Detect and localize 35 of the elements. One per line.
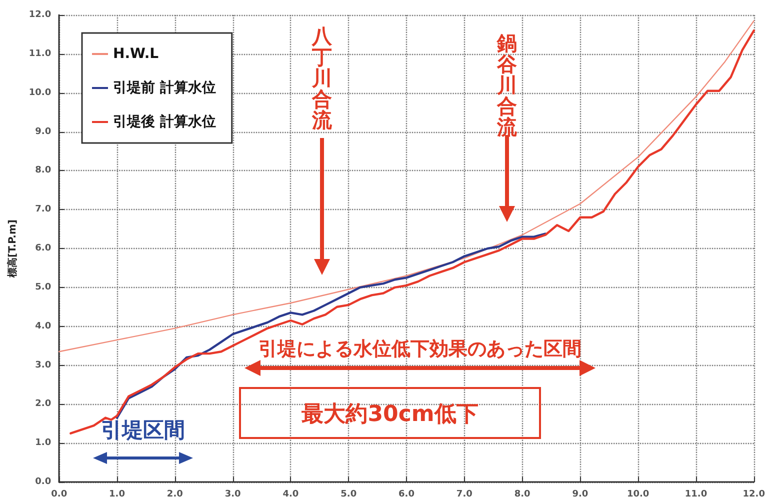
legend-label: 引堤前 計算水位 bbox=[113, 80, 216, 96]
annotation: 引堤区間 bbox=[101, 418, 185, 442]
annotation: 引堤による水位低下効果のあった区間 bbox=[258, 338, 582, 360]
annotation: 八丁川合流 bbox=[311, 24, 333, 132]
x-tick-label: 9.0 bbox=[572, 490, 588, 500]
y-tick-label: 7.0 bbox=[35, 204, 52, 215]
annotation: 鍋谷川合流 bbox=[496, 31, 518, 139]
y-tick-label: 10.0 bbox=[28, 88, 52, 98]
x-tick-label: 5.0 bbox=[340, 490, 357, 500]
y-tick-label: 6.0 bbox=[35, 244, 52, 254]
x-tick-label: 11.0 bbox=[684, 490, 708, 500]
x-tick-label: 7.0 bbox=[456, 490, 472, 500]
y-tick-label: 1.0 bbox=[35, 438, 52, 448]
legend-label: H.W.L bbox=[113, 46, 159, 62]
x-tick-label: 12.0 bbox=[742, 490, 766, 500]
y-axis-title: 標高[T.P.m] bbox=[6, 220, 18, 278]
y-tick-label: 0.0 bbox=[35, 477, 52, 487]
y-tick-label: 11.0 bbox=[28, 48, 52, 59]
y-tick-label: 5.0 bbox=[35, 282, 52, 292]
x-tick-label: 2.0 bbox=[166, 490, 183, 500]
annotation: 最大約30cm低下 bbox=[300, 402, 478, 427]
x-tick-label: 6.0 bbox=[398, 490, 414, 500]
x-tick-label: 0.0 bbox=[51, 490, 68, 500]
x-tick-label: 10.0 bbox=[626, 490, 650, 500]
y-tick-label: 12.0 bbox=[28, 10, 52, 20]
y-tick-label: 4.0 bbox=[35, 321, 52, 332]
y-tick-label: 8.0 bbox=[35, 166, 52, 176]
x-tick-label: 3.0 bbox=[224, 490, 241, 500]
y-tick-label: 2.0 bbox=[35, 399, 52, 410]
x-tick-label: 4.0 bbox=[282, 490, 299, 500]
y-tick-label: 9.0 bbox=[35, 126, 52, 137]
y-tick-label: 3.0 bbox=[35, 360, 52, 370]
x-tick-label: 1.0 bbox=[109, 490, 125, 500]
x-tick-label: 8.0 bbox=[514, 490, 530, 500]
legend-label: 引堤後 計算水位 bbox=[113, 114, 216, 130]
